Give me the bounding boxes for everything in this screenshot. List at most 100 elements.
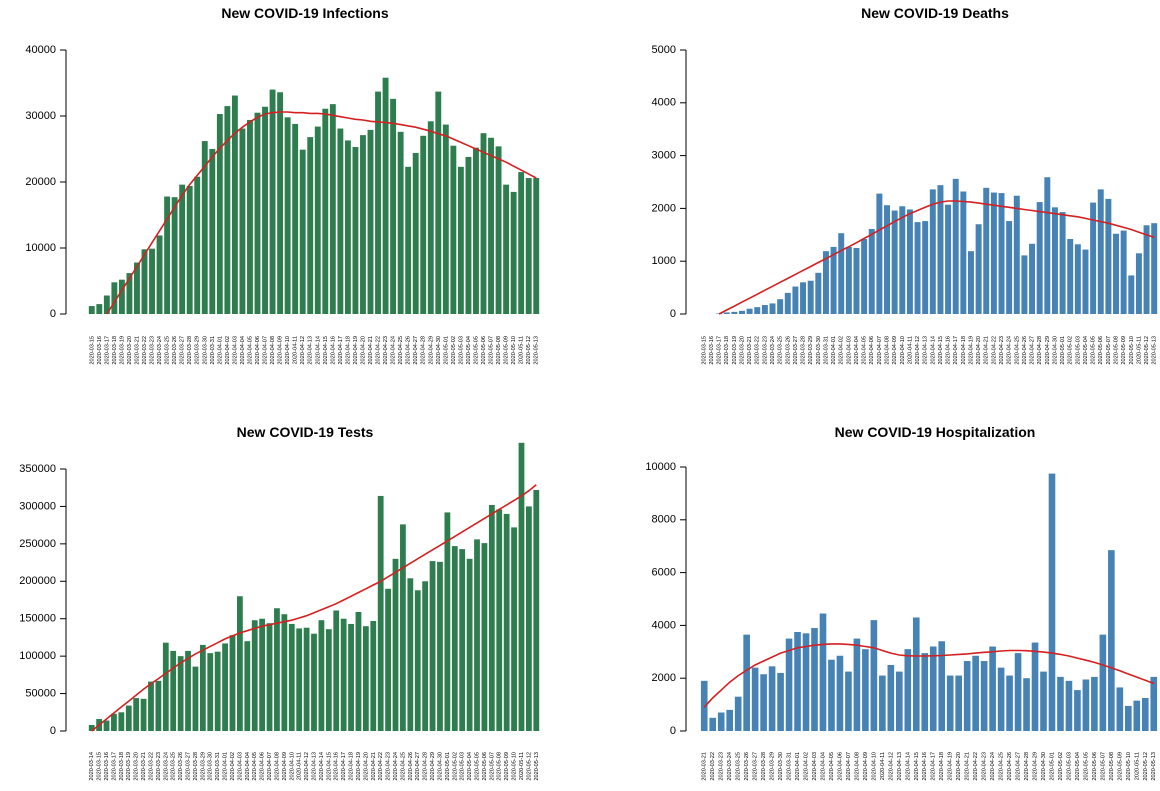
x-tick-label: 2020-04-20 [363,752,369,781]
bar [103,295,110,314]
bar [495,146,502,314]
x-tick-label: 2020-04-12 [300,336,306,365]
bar [111,282,118,314]
bar [397,131,404,314]
x-tick-label: 2020-04-08 [274,752,280,781]
x-tick-label: 2020-04-21 [984,336,990,365]
bar [896,671,903,731]
x-tick-label: 2020-04-19 [948,752,954,781]
x-tick-label: 2020-04-23 [999,336,1005,365]
x-tick-label: 2020-03-21 [141,752,147,781]
bar [1082,679,1090,731]
bar [1023,678,1030,731]
bar [1150,676,1158,731]
x-tick-label: 2020-04-16 [334,752,340,781]
bar [760,674,767,731]
x-tick-label: 2020-04-22 [991,336,997,365]
x-tick-label: 2020-04-23 [386,752,392,781]
x-tick-label: 2020-03-17 [717,336,723,365]
bar [303,627,310,731]
x-tick-label: 2020-05-10 [512,752,518,781]
bar [390,98,397,314]
x-tick-label: 2020-03-15 [97,752,103,781]
bar [784,292,791,314]
bar [861,239,868,314]
x-tick-label: 2020-03-29 [200,752,206,781]
y-tick-label: 100000 [19,650,56,662]
x-tick-label: 2020-03-16 [97,336,103,365]
x-tick-label: 2020-05-11 [1136,336,1142,364]
bar [1120,230,1127,314]
x-tick-label: 2020-05-07 [1106,336,1112,365]
x-tick-label: 2020-04-22 [378,752,384,781]
trend-line [91,484,537,732]
x-tick-label: 2020-04-28 [423,752,429,781]
x-tick-label: 2020-04-29 [1033,752,1039,781]
bar [281,614,288,731]
bar [997,667,1005,731]
y-tick-label: 8000 [652,514,676,526]
x-tick-label: 2020-04-03 [812,752,818,781]
bar [118,712,125,731]
x-tick-label: 2020-04-18 [345,336,351,365]
bar [828,659,835,731]
x-tick-label: 2020-05-02 [451,336,457,365]
bar [1040,671,1047,731]
bar [937,185,944,314]
bar [800,282,807,314]
x-tick-label: 2020-04-05 [862,336,868,365]
x-tick-label: 2020-03-27 [793,336,799,365]
x-tick-label: 2020-04-22 [973,752,979,781]
bar [968,251,974,314]
x-tick-label: 2020-04-11 [880,752,886,780]
x-tick-label: 2020-05-05 [475,752,481,781]
bar [879,675,886,731]
x-tick-label: 2020-03-26 [785,336,791,365]
x-tick-label: 2020-03-25 [171,752,177,781]
bar [88,725,95,731]
x-tick-label: 2020-04-17 [931,752,937,781]
x-tick-label: 2020-03-23 [719,752,725,781]
bar [442,124,449,314]
x-tick-label: 2020-05-07 [489,336,495,365]
bar [830,246,837,314]
bar [792,286,799,314]
x-tick-label: 2020-03-26 [178,752,184,781]
bar [405,166,412,314]
x-tick-label: 2020-03-31 [210,336,216,365]
x-tick-label: 2020-05-12 [1144,336,1150,365]
bar [904,649,912,731]
bar [726,709,733,731]
x-tick-label: 2020-04-06 [255,336,261,365]
bar [1014,653,1022,731]
bar [815,272,822,314]
x-tick-label: 2020-03-30 [778,752,784,781]
x-tick-label: 2020-04-29 [428,336,434,365]
x-tick-label: 2020-03-25 [778,336,784,365]
x-tick-label: 2020-04-07 [267,752,273,781]
bar [1006,221,1013,314]
x-tick-label: 2020-05-12 [526,336,532,365]
x-tick-label: 2020-05-06 [1098,336,1104,365]
bar [488,137,494,314]
bar [1097,189,1104,314]
x-tick-label: 2020-04-26 [1007,752,1013,781]
x-tick-label: 2020-03-29 [808,336,814,365]
y-tick-label: 10000 [25,242,56,254]
bar [103,720,110,731]
bar [177,656,184,731]
bar [450,145,457,314]
x-tick-label: 2020-04-16 [330,336,336,365]
x-tick-label: 2020-03-17 [104,336,110,365]
bar [998,193,1005,314]
panel: New COVID-19 Hospitalization 0 2000 4000 600… [645,424,1157,781]
bar [1006,675,1013,731]
bar [444,512,451,731]
bar [734,696,742,731]
bar [802,633,810,731]
bar [362,626,369,731]
bar [254,112,261,314]
bar [761,305,768,314]
x-tick-label: 2020-05-05 [1091,336,1097,365]
